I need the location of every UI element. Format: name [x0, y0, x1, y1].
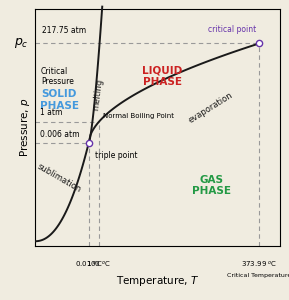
Text: 217.75 atm: 217.75 atm — [42, 26, 86, 35]
Y-axis label: Pressure, $p$: Pressure, $p$ — [18, 98, 32, 157]
Text: triple point: triple point — [95, 151, 137, 160]
Text: Critical
Pressure: Critical Pressure — [41, 67, 74, 86]
Text: GAS
PHASE: GAS PHASE — [192, 175, 231, 196]
Text: 0.01 $^o$C: 0.01 $^o$C — [75, 259, 103, 269]
Text: 100 $^o$C: 100 $^o$C — [86, 259, 112, 269]
Text: sublimation: sublimation — [36, 162, 83, 195]
Text: Critical Temperature: Critical Temperature — [227, 273, 289, 278]
Text: 0.006 atm: 0.006 atm — [40, 130, 79, 139]
Text: evaporation: evaporation — [186, 90, 234, 124]
Text: Normal Boiling Point: Normal Boiling Point — [103, 113, 174, 119]
Text: critical point: critical point — [208, 25, 256, 34]
Text: LIQUID
PHASE: LIQUID PHASE — [142, 66, 183, 87]
Text: $p_c$: $p_c$ — [14, 36, 29, 50]
Text: 373.99 $^o$C: 373.99 $^o$C — [241, 259, 278, 269]
Text: 1 atm: 1 atm — [40, 108, 62, 117]
Text: melting: melting — [91, 78, 104, 111]
Text: SOLID
PHASE: SOLID PHASE — [40, 89, 79, 111]
X-axis label: Temperature, $T$: Temperature, $T$ — [116, 274, 199, 288]
